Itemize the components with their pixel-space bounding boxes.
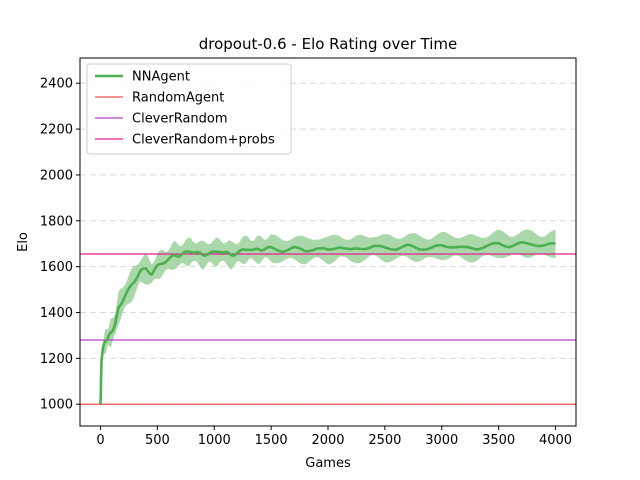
- nnagent-series: [99, 241, 556, 405]
- nnagent-line: [99, 241, 556, 405]
- x-tick-label: 1500: [255, 433, 288, 448]
- confidence-band-area: [100, 229, 556, 405]
- y-tick-label: 1400: [40, 306, 73, 321]
- legend-label: CleverRandom+probs: [132, 133, 275, 148]
- y-axis-ticks: 1000 1200 1400 1600 1800 2000 2200 2400: [40, 77, 80, 413]
- x-tick-label: 0: [96, 433, 104, 448]
- x-tick-label: 2000: [311, 433, 344, 448]
- x-axis-ticks: 0 500 1000 1500 2000 2500 3000 3500 4000: [96, 426, 572, 448]
- legend-label: CleverRandom: [132, 112, 228, 127]
- x-tick-label: 1000: [198, 433, 231, 448]
- x-tick-label: 2500: [368, 433, 401, 448]
- legend-box: [86, 63, 292, 155]
- y-tick-label: 2000: [40, 168, 73, 183]
- nnagent-confidence-band: [100, 229, 556, 405]
- chart-title: dropout-0.6 - Elo Rating over Time: [199, 35, 458, 53]
- y-tick-label: 2200: [40, 123, 73, 138]
- legend-label: NNAgent: [132, 70, 190, 85]
- x-tick-label: 4000: [539, 433, 572, 448]
- x-tick-label: 3000: [425, 433, 458, 448]
- reference-lines: [80, 253, 576, 405]
- y-tick-label: 1800: [40, 214, 73, 229]
- y-tick-label: 1000: [40, 398, 73, 413]
- x-tick-label: 500: [145, 433, 170, 448]
- x-axis-label: Games: [305, 456, 351, 471]
- y-tick-label: 2400: [40, 77, 73, 92]
- legend-label: RandomAgent: [132, 91, 224, 106]
- y-tick-label: 1600: [40, 260, 73, 275]
- x-tick-label: 3500: [482, 433, 515, 448]
- y-axis-label: Elo: [16, 232, 31, 252]
- legend: NNAgent RandomAgent CleverRandom CleverRand…: [86, 63, 292, 155]
- y-tick-label: 1200: [40, 352, 73, 367]
